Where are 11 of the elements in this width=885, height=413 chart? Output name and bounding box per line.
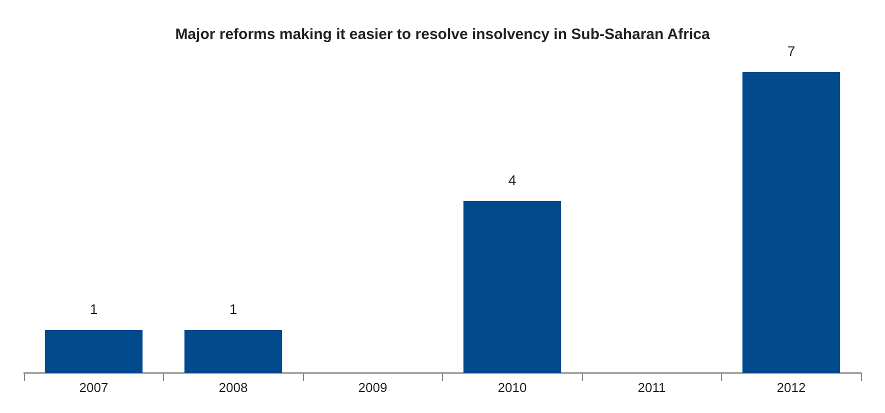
x-tick-label: 2009 (358, 380, 388, 395)
chart-title: Major reforms making it easier to resolve insolvency in Sub-Saharan Africa (175, 26, 710, 43)
data-label: 7 (787, 43, 796, 59)
x-tick-label: 2011 (638, 380, 666, 395)
x-tick-label: 2012 (776, 380, 806, 395)
data-label: 4 (508, 172, 516, 188)
x-tick-label: 2008 (218, 380, 248, 395)
x-tick-label: 2010 (498, 380, 527, 395)
data-label: 1 (229, 301, 238, 317)
data-label: 1 (90, 301, 98, 317)
x-tick-label: 2007 (79, 380, 108, 395)
